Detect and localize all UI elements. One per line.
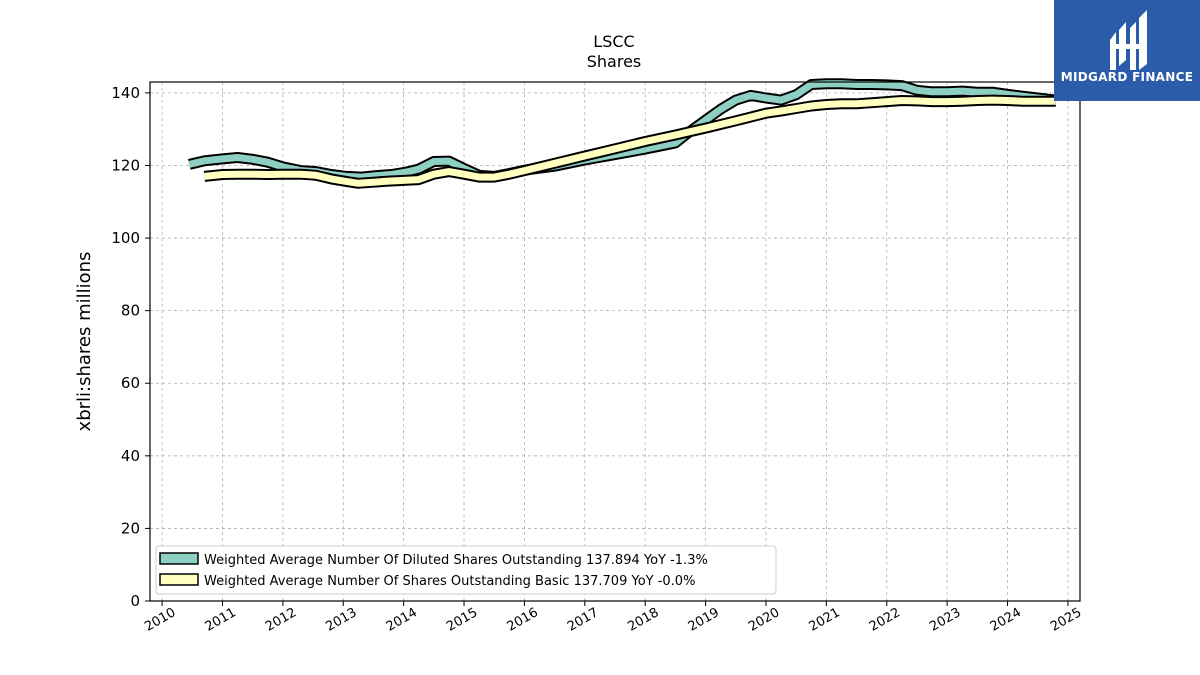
x-tick-label: 2016	[505, 605, 541, 635]
y-tick-label: 120	[111, 156, 140, 174]
midgard-logo-icon	[1110, 10, 1147, 70]
x-tick-label: 2012	[263, 605, 299, 635]
y-tick-label: 100	[111, 229, 140, 247]
brand-name: MIDGARD FINANCE	[1061, 70, 1193, 84]
y-axis: 0 20 40 60 80 100 120 140	[111, 84, 150, 610]
legend-swatch-basic	[159, 573, 199, 586]
x-tick-label: 2010	[142, 605, 178, 635]
y-tick-label: 60	[121, 374, 140, 392]
legend-label-basic: Weighted Average Number Of Shares Outsta…	[204, 574, 695, 589]
plot-frame	[149, 81, 1081, 602]
brand-logo-background	[1054, 0, 1200, 101]
series-band-basic	[203, 94, 1056, 189]
x-tick-label: 2021	[807, 605, 843, 635]
x-tick-label: 2014	[384, 605, 420, 635]
x-axis: 2010 2011 2012 2013 2014 2015 2016 2017 2018 2019…	[142, 601, 1084, 635]
legend-swatch-diluted	[159, 552, 199, 565]
y-tick-label: 80	[121, 302, 140, 320]
x-tick-label: 2018	[625, 605, 661, 635]
x-tick-label: 2023	[927, 605, 963, 635]
legend-label-diluted: Weighted Average Number Of Diluted Share…	[204, 553, 708, 568]
x-tick-label: 2019	[686, 605, 722, 635]
chart-subtitle: Shares	[587, 52, 642, 71]
x-tick-label: 2011	[203, 605, 239, 635]
x-tick-label: 2013	[323, 605, 359, 635]
y-tick-label: 140	[111, 84, 140, 102]
x-tick-label: 2015	[444, 605, 480, 635]
chart-title: LSCC	[593, 32, 634, 51]
series-line	[204, 96, 1056, 187]
x-tick-label: 2025	[1048, 605, 1084, 635]
y-tick-label: 40	[121, 447, 140, 465]
x-tick-label: 2020	[746, 605, 782, 635]
y-tick-label: 0	[130, 592, 140, 610]
y-tick-label: 20	[121, 519, 140, 537]
y-axis-label: xbrli:shares millions	[74, 252, 95, 432]
x-tick-label: 2024	[988, 605, 1024, 635]
brand-logo: MIDGARD FINANCE	[1054, 0, 1200, 101]
x-tick-label: 2022	[867, 605, 903, 635]
legend: Weighted Average Number Of Diluted Share…	[155, 545, 777, 595]
legend-box	[155, 545, 777, 595]
x-tick-label: 2017	[565, 605, 601, 635]
series-layer	[188, 78, 1057, 189]
